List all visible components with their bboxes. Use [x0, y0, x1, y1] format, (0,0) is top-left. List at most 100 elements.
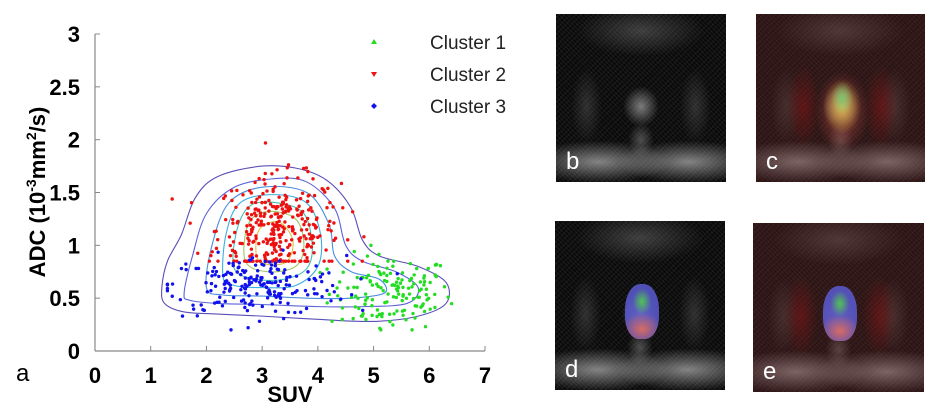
data-point-cluster-1: [340, 317, 344, 322]
data-point-cluster-2: [305, 216, 310, 221]
data-point-cluster-3: [243, 282, 247, 287]
data-point-cluster-1: [387, 312, 392, 316]
data-point-cluster-3: [240, 284, 244, 288]
data-point-cluster-3: [217, 274, 221, 279]
data-point-cluster-1: [376, 264, 380, 269]
data-point-cluster-2: [278, 214, 282, 219]
data-point-cluster-3: [165, 283, 170, 287]
data-point-cluster-2: [299, 211, 303, 215]
data-point-cluster-2: [263, 182, 267, 186]
data-point-cluster-2: [313, 223, 317, 228]
data-point-cluster-3: [243, 276, 248, 280]
data-point-cluster-2: [330, 259, 334, 263]
data-point-cluster-2: [265, 189, 269, 193]
data-point-cluster-3: [290, 291, 295, 296]
data-point-cluster-1: [357, 306, 361, 311]
data-point-cluster-2: [261, 240, 266, 244]
data-point-cluster-2: [266, 239, 270, 243]
data-point-cluster-2: [228, 243, 233, 248]
data-point-cluster-2: [228, 253, 233, 258]
data-point-cluster-1: [365, 296, 370, 300]
data-point-cluster-3: [216, 250, 220, 254]
data-point-cluster-2: [259, 219, 264, 223]
data-point-cluster-3: [359, 277, 363, 281]
data-point-cluster-3: [251, 303, 255, 307]
data-point-cluster-2: [285, 176, 289, 180]
data-point-cluster-2: [244, 259, 248, 263]
data-point-cluster-2: [250, 200, 254, 205]
data-point-cluster-3: [178, 297, 183, 302]
data-point-cluster-2: [297, 204, 301, 208]
data-point-cluster-2: [222, 196, 226, 201]
data-point-cluster-1: [426, 266, 430, 271]
data-point-cluster-3: [247, 279, 252, 284]
data-point-cluster-1: [355, 275, 359, 280]
data-point-cluster-3: [281, 248, 285, 252]
data-point-cluster-1: [363, 302, 367, 306]
y-axis-label: ADC (10-3mm2/s): [23, 107, 50, 278]
data-point-cluster-3: [314, 264, 318, 268]
data-point-cluster-2: [283, 210, 288, 214]
data-point-cluster-2: [231, 240, 236, 244]
data-point-cluster-3: [212, 265, 216, 270]
data-point-cluster-3: [209, 288, 213, 293]
data-point-cluster-2: [304, 166, 309, 170]
data-point-cluster-3: [195, 314, 200, 318]
data-point-cluster-2: [287, 224, 291, 229]
data-point-cluster-2: [255, 197, 259, 201]
data-point-cluster-2: [291, 215, 295, 219]
data-point-cluster-1: [370, 313, 374, 318]
data-point-cluster-1: [411, 311, 415, 316]
data-point-cluster-1: [428, 307, 432, 311]
data-point-cluster-3: [255, 292, 259, 296]
data-point-cluster-2: [326, 186, 330, 191]
data-point-cluster-1: [352, 249, 356, 254]
data-point-cluster-2: [258, 211, 263, 215]
data-point-cluster-3: [315, 292, 319, 296]
data-point-cluster-2: [346, 259, 350, 263]
data-point-cluster-1: [364, 317, 368, 322]
data-point-cluster-2: [235, 259, 239, 263]
data-point-cluster-1: [365, 254, 370, 258]
data-point-cluster-3: [255, 269, 260, 273]
data-point-cluster-3: [259, 276, 263, 280]
data-point-cluster-2: [301, 248, 305, 253]
data-point-cluster-1: [337, 280, 342, 284]
cluster-pet-overlay-image-e: e: [753, 223, 924, 392]
data-point-cluster-2: [249, 191, 253, 195]
data-point-cluster-1: [424, 293, 429, 297]
data-point-cluster-2: [285, 166, 289, 170]
data-point-cluster-2: [260, 200, 264, 205]
data-point-cluster-2: [245, 212, 249, 216]
data-point-cluster-2: [254, 207, 258, 211]
y-tick-label: 1: [68, 233, 80, 258]
data-point-cluster-3: [253, 263, 258, 267]
data-point-cluster-3: [229, 328, 233, 332]
data-point-cluster-2: [301, 166, 306, 171]
data-point-cluster-3: [320, 294, 324, 299]
data-point-cluster-1: [370, 297, 375, 302]
panel-label-b: b: [566, 148, 580, 175]
data-point-cluster-3: [210, 269, 215, 274]
data-point-cluster-2: [259, 223, 263, 227]
data-point-cluster-2: [258, 214, 263, 218]
data-point-cluster-2: [244, 229, 249, 234]
data-point-cluster-2: [209, 253, 213, 258]
data-point-cluster-2: [278, 233, 282, 237]
data-point-cluster-1: [422, 283, 426, 287]
data-point-cluster-2: [272, 236, 276, 241]
y-tick-label: 0: [68, 339, 80, 364]
data-point-cluster-2: [263, 171, 267, 176]
data-point-cluster-1: [371, 262, 375, 267]
data-point-cluster-2: [280, 207, 285, 211]
data-point-cluster-1: [401, 313, 405, 318]
data-point-cluster-3: [286, 301, 290, 306]
data-point-cluster-3: [241, 298, 246, 302]
data-point-cluster-3: [213, 273, 217, 277]
data-point-cluster-2: [258, 259, 262, 263]
data-point-cluster-2: [263, 206, 267, 210]
data-point-cluster-2: [323, 190, 327, 194]
data-point-cluster-1: [394, 295, 399, 300]
data-point-cluster-2: [305, 259, 309, 263]
data-point-cluster-3: [285, 275, 289, 280]
